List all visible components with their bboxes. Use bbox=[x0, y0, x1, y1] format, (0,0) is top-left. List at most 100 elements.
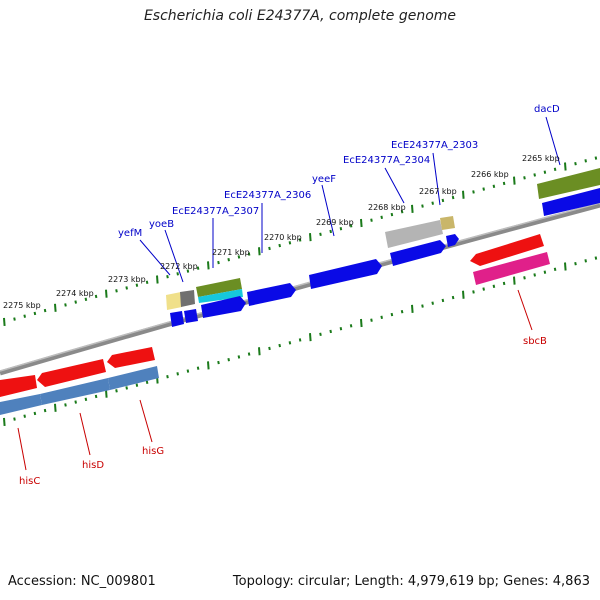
gene-label: EcE24377A_2307 bbox=[172, 206, 259, 217]
scale-tick bbox=[13, 317, 16, 321]
gene-labels-bottom: hisC hisD hisG sbcB bbox=[19, 336, 547, 487]
scale-tick bbox=[441, 298, 445, 303]
scale-tick bbox=[237, 255, 241, 259]
scale-tick bbox=[574, 161, 577, 166]
label-leaders-top bbox=[139, 116, 561, 283]
scale-tick bbox=[247, 252, 251, 256]
scale-tick bbox=[349, 224, 353, 228]
scale-tick bbox=[349, 324, 353, 328]
gene-yefM bbox=[166, 292, 182, 310]
scale-tick bbox=[482, 187, 485, 191]
gene-label: hisC bbox=[19, 476, 40, 487]
gene-labels-top: yefM yoeB EcE24377A_2307 EcE24377A_2306 … bbox=[118, 104, 560, 239]
scale-tick bbox=[33, 311, 37, 316]
scale-tick bbox=[207, 361, 210, 370]
scale-tick bbox=[105, 289, 108, 298]
scale-tick bbox=[309, 333, 312, 342]
kbp-label: 2273 kbp bbox=[108, 275, 146, 284]
scale-tick bbox=[145, 380, 149, 385]
scale-tick bbox=[105, 389, 108, 398]
gene-2303 bbox=[440, 216, 455, 230]
scale-tick bbox=[186, 269, 190, 273]
scale-tick bbox=[360, 318, 363, 328]
scale-tick bbox=[451, 295, 455, 300]
scale-tick bbox=[523, 176, 526, 180]
scale-tick bbox=[145, 280, 149, 285]
forward-genes bbox=[166, 168, 600, 327]
scale-tick bbox=[258, 247, 261, 256]
scale-tick bbox=[227, 258, 230, 262]
gene-label: yoeB bbox=[149, 219, 174, 230]
scale-tick bbox=[421, 304, 424, 308]
gene-label: EcE24377A_2306 bbox=[224, 190, 311, 201]
gene-yoeB bbox=[180, 290, 195, 307]
gene-label: sbcB bbox=[523, 336, 547, 347]
reverse-genes bbox=[0, 234, 550, 415]
kbp-label: 2269 kbp bbox=[316, 218, 354, 227]
scale-tick bbox=[492, 284, 496, 288]
gene-hisG-steel bbox=[108, 366, 159, 390]
scale-tick bbox=[135, 283, 139, 287]
gene-label: yeeF bbox=[312, 174, 336, 185]
scale-tick bbox=[462, 290, 465, 299]
gene-sbcB-pink bbox=[473, 252, 550, 285]
scale-tick bbox=[3, 317, 6, 326]
scale-tick bbox=[288, 241, 292, 245]
scale-tick bbox=[329, 229, 332, 234]
scale-tick bbox=[84, 397, 88, 401]
scale-tick bbox=[380, 215, 383, 220]
scale-tick bbox=[115, 289, 118, 293]
scale-tick bbox=[74, 300, 77, 304]
scale-tick bbox=[543, 170, 547, 174]
scale-tick bbox=[594, 156, 598, 160]
genome-backbone bbox=[0, 202, 600, 376]
scale-tick bbox=[339, 326, 343, 331]
kbp-label: 2274 kbp bbox=[56, 289, 94, 298]
gene-hisD-steel bbox=[40, 378, 110, 405]
scale-tick bbox=[533, 273, 536, 277]
scale-tick bbox=[227, 358, 230, 362]
scale-tick bbox=[176, 372, 179, 376]
scale-tick bbox=[441, 198, 445, 203]
scale-tick bbox=[553, 167, 557, 172]
scale-tick bbox=[584, 259, 587, 263]
scale-tick bbox=[564, 162, 567, 171]
scale-tick bbox=[553, 267, 557, 272]
gene-label: dacD bbox=[534, 104, 560, 115]
gene-2306 bbox=[201, 296, 246, 318]
scale-tick bbox=[472, 290, 475, 294]
scale-tick bbox=[135, 383, 139, 387]
scale-tick bbox=[390, 312, 394, 317]
gene-hisG-red bbox=[107, 347, 155, 368]
gene-yefM-b bbox=[170, 311, 184, 327]
scale-tick bbox=[370, 218, 373, 222]
scale-tick bbox=[166, 274, 169, 279]
scale-tick bbox=[400, 310, 404, 314]
kbp-label: 2275 kbp bbox=[3, 301, 41, 310]
scale-tick bbox=[513, 176, 516, 185]
scale-tick bbox=[513, 276, 516, 285]
gene-2306b bbox=[247, 283, 296, 306]
gene-label: yefM bbox=[118, 228, 142, 239]
scale-tick bbox=[64, 403, 67, 407]
scale-tick bbox=[298, 338, 302, 342]
scale-tick bbox=[574, 261, 577, 266]
scale-tick bbox=[196, 366, 200, 370]
scale-tick bbox=[94, 294, 98, 299]
scale-tick bbox=[472, 190, 475, 194]
scale-tick bbox=[380, 315, 383, 320]
genome-title: Escherichia coli E24377A, complete genom… bbox=[143, 8, 457, 24]
gene-dacD bbox=[537, 168, 600, 199]
scale-tick bbox=[594, 256, 598, 260]
gene-2303b bbox=[446, 234, 459, 247]
gene-2307 bbox=[196, 278, 242, 297]
gene-hisC-red bbox=[0, 375, 37, 397]
scale-tick bbox=[370, 318, 373, 322]
gene-yeeF bbox=[309, 259, 382, 289]
scale-tick bbox=[319, 232, 322, 237]
scale-tick bbox=[584, 159, 587, 163]
gene-2304 bbox=[385, 220, 443, 248]
scale-tick bbox=[207, 261, 210, 270]
gene-2304b bbox=[390, 240, 446, 266]
